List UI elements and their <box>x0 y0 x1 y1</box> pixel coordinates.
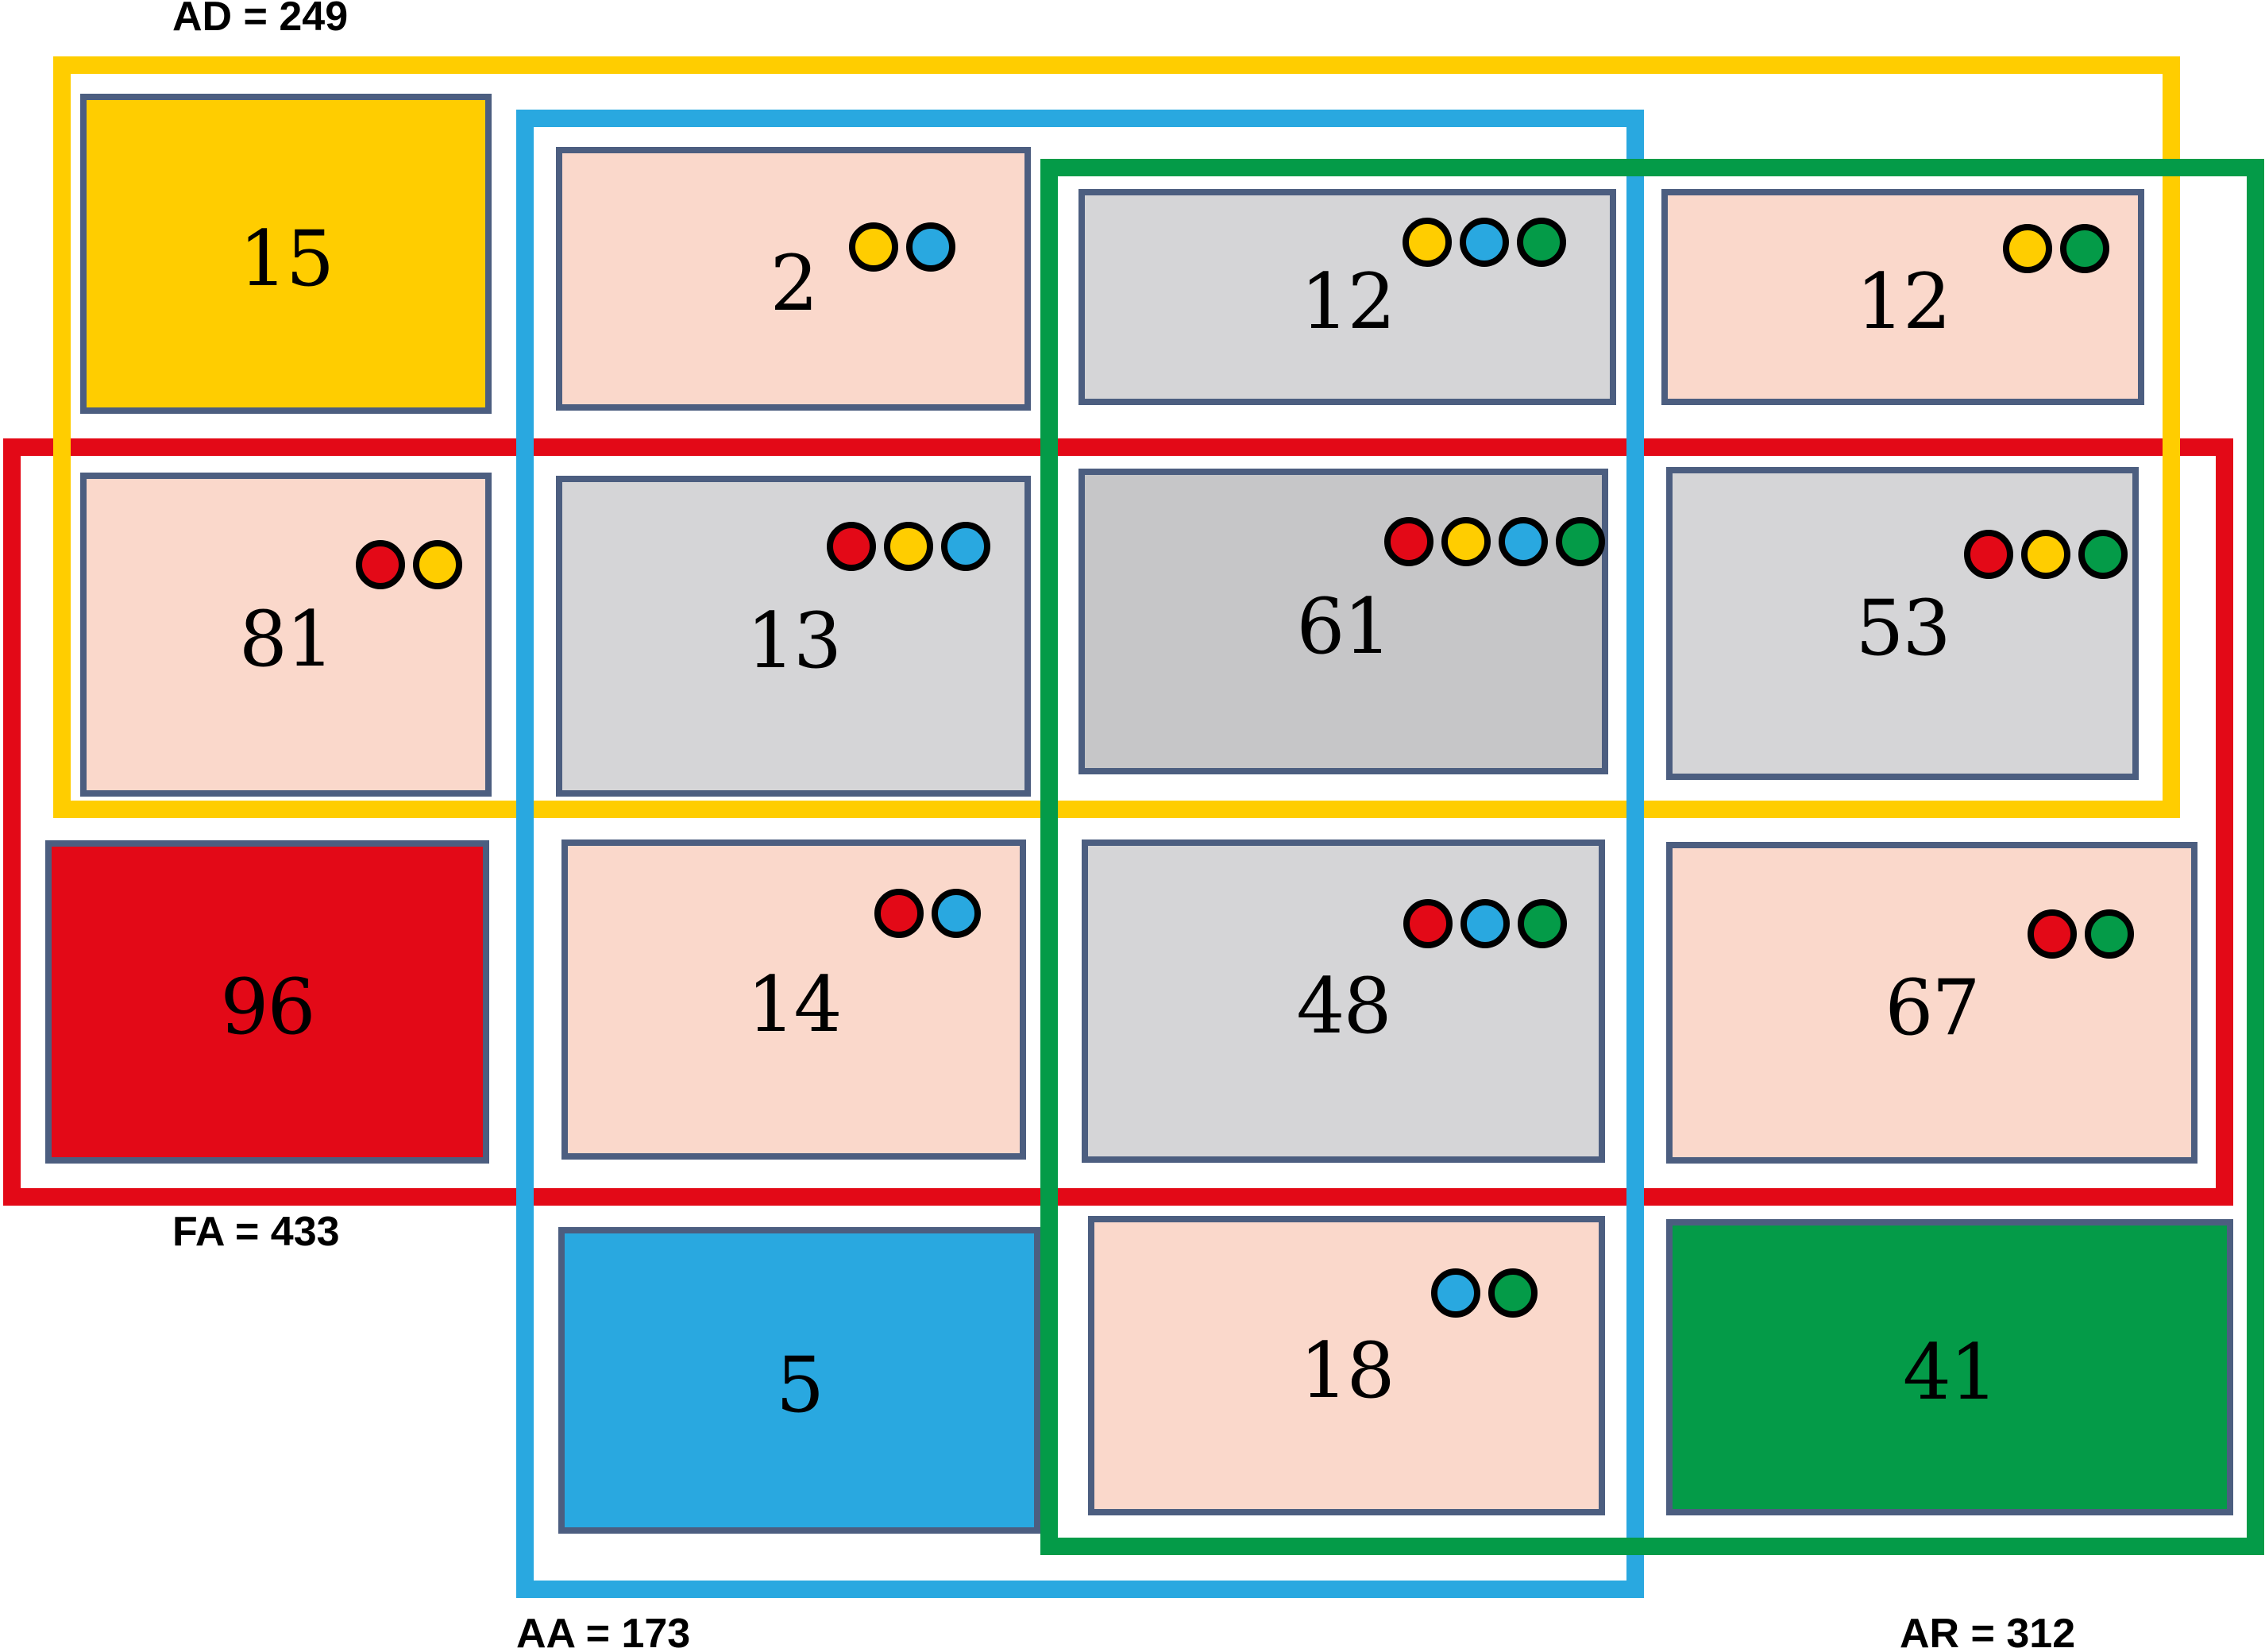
set-dot-aa-icon <box>941 522 990 571</box>
cell-fa-aa: 14 <box>561 840 1026 1160</box>
set-label-fa: FA = 433 <box>172 1209 340 1255</box>
cell-value: 15 <box>238 214 334 303</box>
set-outline-ad <box>53 56 2180 818</box>
membership-dot-strip <box>1384 517 1605 566</box>
set-dot-fa-icon <box>356 540 405 589</box>
set-dot-fa-icon <box>1964 530 2013 579</box>
set-dot-aa-icon <box>906 222 955 272</box>
cell-ad-ar: 12 <box>1661 189 2144 405</box>
cell-value: 81 <box>238 595 334 684</box>
cell-fa-ar: 67 <box>1666 842 2197 1164</box>
set-dot-fa-icon <box>827 522 876 571</box>
set-dot-aa-icon <box>1460 218 1509 267</box>
membership-dot-strip <box>1964 530 2128 579</box>
set-label-ad: AD = 249 <box>172 0 349 40</box>
membership-dot-strip <box>2003 224 2109 273</box>
cell-value: 12 <box>1855 257 1951 346</box>
set-dot-ar-icon <box>2078 530 2128 579</box>
set-dot-ad-icon <box>2021 530 2070 579</box>
membership-dot-strip <box>849 222 955 272</box>
cell-ad: 15 <box>80 94 492 414</box>
set-dot-ad-icon <box>2003 224 2052 273</box>
cell-value: 41 <box>1902 1327 1998 1417</box>
set-dot-ar-icon <box>1517 218 1566 267</box>
set-dot-ad-icon <box>1403 218 1452 267</box>
cell-value: 12 <box>1300 257 1395 346</box>
cell-fa-ad-ar: 53 <box>1666 467 2139 780</box>
cell-value: 2 <box>770 239 818 328</box>
membership-dot-strip <box>1403 218 1566 267</box>
cell-fa-ad-aa: 13 <box>556 476 1031 797</box>
set-dot-ar-icon <box>1518 899 1567 948</box>
cell-ad-aa: 2 <box>556 147 1031 411</box>
set-dot-fa-icon <box>1384 517 1433 566</box>
set-dot-fa-icon <box>874 889 924 938</box>
cell-fa-ad-aa-ar: 61 <box>1078 469 1608 774</box>
set-outline-ar <box>1040 159 2264 1555</box>
cell-value: 48 <box>1296 961 1391 1051</box>
set-dot-aa-icon <box>1431 1268 1480 1318</box>
membership-dot-strip <box>1431 1268 1538 1318</box>
set-dot-ar-icon <box>1556 517 1605 566</box>
cell-value: 96 <box>220 962 315 1052</box>
cell-value: 13 <box>746 596 842 685</box>
cell-value: 14 <box>747 959 842 1049</box>
set-dot-ad-icon <box>884 522 933 571</box>
cell-value: 5 <box>775 1341 824 1430</box>
membership-dot-strip <box>874 889 981 938</box>
membership-dot-strip <box>2028 909 2134 959</box>
membership-dot-strip <box>1403 899 1567 948</box>
set-label-aa: AA = 173 <box>516 1611 691 1652</box>
cell-value: 61 <box>1296 581 1391 671</box>
membership-dot-strip <box>827 522 990 571</box>
cell-aa: 5 <box>558 1227 1040 1534</box>
cell-fa-aa-ar: 48 <box>1082 840 1605 1163</box>
set-dot-aa-icon <box>1460 899 1510 948</box>
cell-aa-ar: 18 <box>1088 1216 1605 1515</box>
cell-ar: 41 <box>1666 1219 2233 1515</box>
set-dot-fa-icon <box>2028 909 2077 959</box>
cell-value: 53 <box>1855 584 1951 673</box>
cell-value: 18 <box>1299 1326 1395 1415</box>
cell-ad-aa-ar: 12 <box>1078 189 1616 405</box>
set-outline-aa <box>516 110 1644 1598</box>
set-dot-fa-icon <box>1403 899 1453 948</box>
set-dot-ar-icon <box>1488 1268 1538 1318</box>
set-dot-ar-icon <box>2085 909 2134 959</box>
cell-fa-ad: 81 <box>80 473 492 797</box>
set-dot-ad-icon <box>849 222 898 272</box>
set-dot-ad-icon <box>413 540 462 589</box>
set-dot-aa-icon <box>932 889 981 938</box>
set-dot-ar-icon <box>2060 224 2109 273</box>
membership-dot-strip <box>356 540 462 589</box>
set-dot-aa-icon <box>1499 517 1548 566</box>
cell-value: 67 <box>1885 963 1980 1052</box>
set-label-ar: AR = 312 <box>1900 1611 2076 1652</box>
set-outline-fa <box>3 438 2233 1206</box>
cell-fa: 96 <box>45 840 489 1164</box>
set-dot-ad-icon <box>1441 517 1491 566</box>
